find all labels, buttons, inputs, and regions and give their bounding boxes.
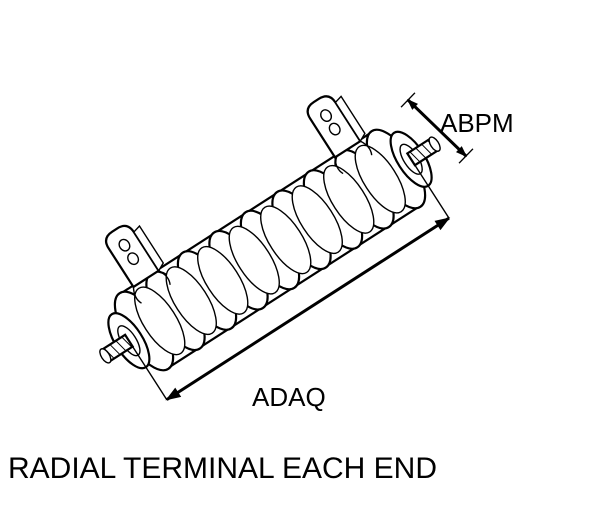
label-abpm: ABPM xyxy=(440,108,514,139)
diagram-svg xyxy=(0,0,590,518)
caption: RADIAL TERMINAL EACH END xyxy=(8,452,437,486)
label-adaq: ADAQ xyxy=(252,382,326,413)
